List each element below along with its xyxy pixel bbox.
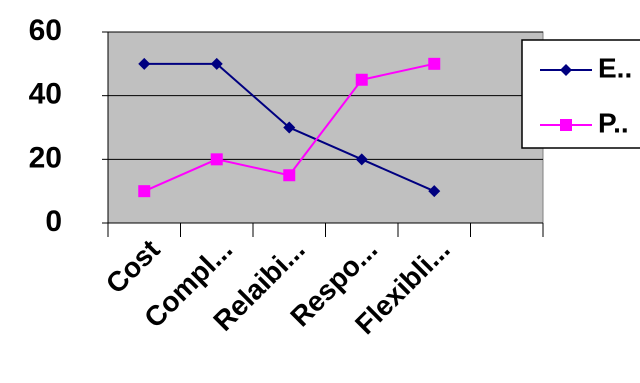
- marker: [210, 153, 223, 166]
- marker: [355, 153, 368, 166]
- marker: [283, 121, 296, 134]
- marker: [138, 185, 151, 198]
- marker: [210, 57, 223, 70]
- y-tick-label: 0: [45, 205, 62, 238]
- marker: [138, 57, 151, 70]
- y-tick-label: 60: [29, 14, 62, 47]
- marker: [355, 73, 368, 86]
- y-tick-label: 40: [29, 78, 62, 111]
- marker: [428, 185, 441, 198]
- marker: [428, 57, 441, 70]
- legend-label: E..: [598, 52, 632, 83]
- marker: [283, 169, 296, 182]
- legend-label: P..: [598, 107, 629, 138]
- x-tick-label: Cost: [100, 234, 166, 300]
- marker: [560, 119, 572, 131]
- legend: [521, 39, 640, 149]
- marker: [560, 64, 572, 76]
- y-tick-label: 20: [29, 141, 62, 174]
